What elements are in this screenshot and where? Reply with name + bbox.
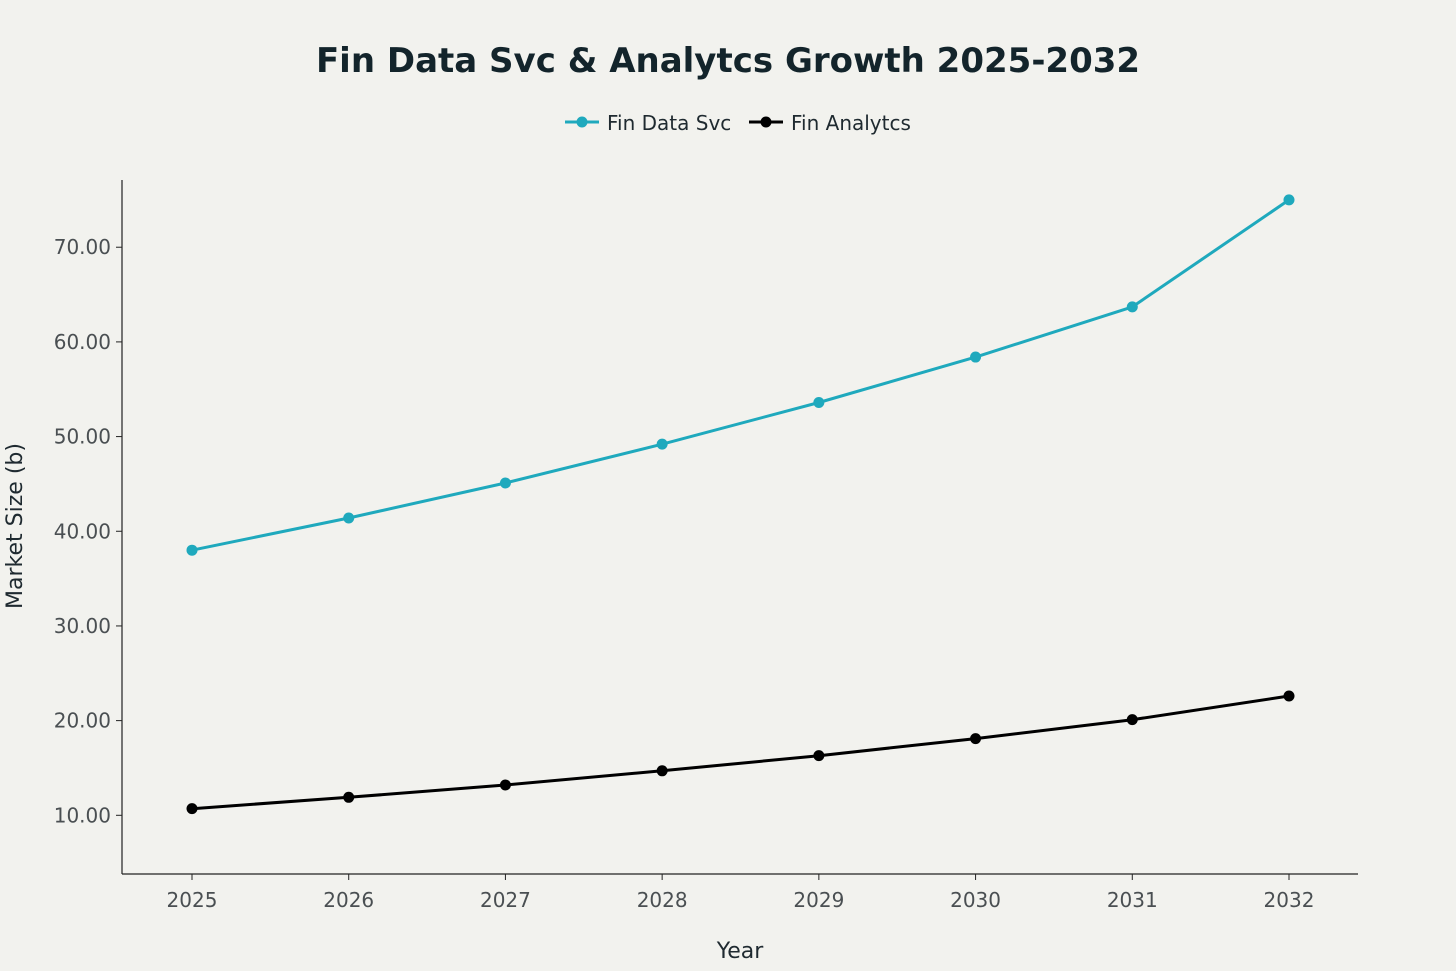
- legend-marker-fin-analytcs: [760, 116, 772, 128]
- y-tick-label-40-00: 40.00: [54, 519, 111, 543]
- y-tick-label-60-00: 60.00: [54, 330, 111, 354]
- x-axis-title: Year: [716, 939, 765, 964]
- data-point-fin-data-svc-2032: [1283, 194, 1295, 206]
- data-point-fin-analytcs-2027: [499, 779, 511, 791]
- legend-label-fin-analytcs: Fin Analytcs: [791, 111, 911, 135]
- x-tick-label-2026: 2026: [323, 888, 374, 912]
- x-axis-ticks: 2025 2026 2027 2028 2029 2030 2031 2032: [167, 874, 1315, 912]
- plot-area: [186, 194, 1295, 815]
- data-point-fin-analytcs-2025: [186, 803, 198, 815]
- x-tick-label-2032: 2032: [1264, 888, 1315, 912]
- x-tick-label-2031: 2031: [1107, 888, 1158, 912]
- legend-label-fin-data-svc: Fin Data Svc: [607, 111, 731, 135]
- y-tick-label-70-00: 70.00: [54, 235, 111, 259]
- data-point-fin-data-svc-2026: [343, 512, 355, 524]
- legend-item-fin-data-svc[interactable]: Fin Data Svc: [565, 111, 731, 135]
- y-axis-ticks: 10.00 20.00 30.00 40.00 50.00 60.00 70.00: [54, 235, 122, 827]
- data-point-fin-analytcs-2026: [343, 791, 355, 803]
- series-line-fin-data-svc: [190, 198, 1291, 552]
- chart-title: Fin Data Svc & Analytcs Growth 2025-2032: [316, 41, 1140, 81]
- y-axis-title: Market Size (b): [3, 443, 28, 609]
- x-tick-label-2029: 2029: [793, 888, 844, 912]
- data-point-fin-analytcs-2032: [1283, 690, 1295, 702]
- series-line-fin-analytcs: [190, 694, 1291, 811]
- y-tick-label-20-00: 20.00: [54, 709, 111, 733]
- x-tick-label-2028: 2028: [637, 888, 688, 912]
- x-tick-label-2030: 2030: [950, 888, 1001, 912]
- series-fin-data-svc: [186, 194, 1295, 556]
- data-point-fin-data-svc-2030: [970, 351, 982, 363]
- data-point-fin-data-svc-2031: [1126, 301, 1138, 313]
- legend: Fin Data Svc Fin Analytcs: [565, 111, 911, 135]
- y-tick-label-50-00: 50.00: [54, 425, 111, 449]
- data-point-fin-data-svc-2025: [186, 544, 198, 556]
- y-tick-label-30-00: 30.00: [54, 614, 111, 638]
- series-fin-analytcs: [186, 690, 1295, 815]
- data-point-fin-analytcs-2031: [1126, 714, 1138, 726]
- data-point-fin-data-svc-2027: [499, 477, 511, 489]
- legend-marker-fin-data-svc: [576, 116, 588, 128]
- data-point-fin-data-svc-2028: [656, 438, 668, 450]
- y-tick-label-10-00: 10.00: [54, 803, 111, 827]
- data-point-fin-data-svc-2029: [813, 396, 825, 408]
- data-point-fin-analytcs-2030: [970, 733, 982, 745]
- data-point-fin-analytcs-2028: [656, 765, 668, 777]
- x-tick-label-2027: 2027: [480, 888, 531, 912]
- x-tick-label-2025: 2025: [167, 888, 218, 912]
- data-point-fin-analytcs-2029: [813, 750, 825, 762]
- legend-item-fin-analytcs[interactable]: Fin Analytcs: [749, 111, 911, 135]
